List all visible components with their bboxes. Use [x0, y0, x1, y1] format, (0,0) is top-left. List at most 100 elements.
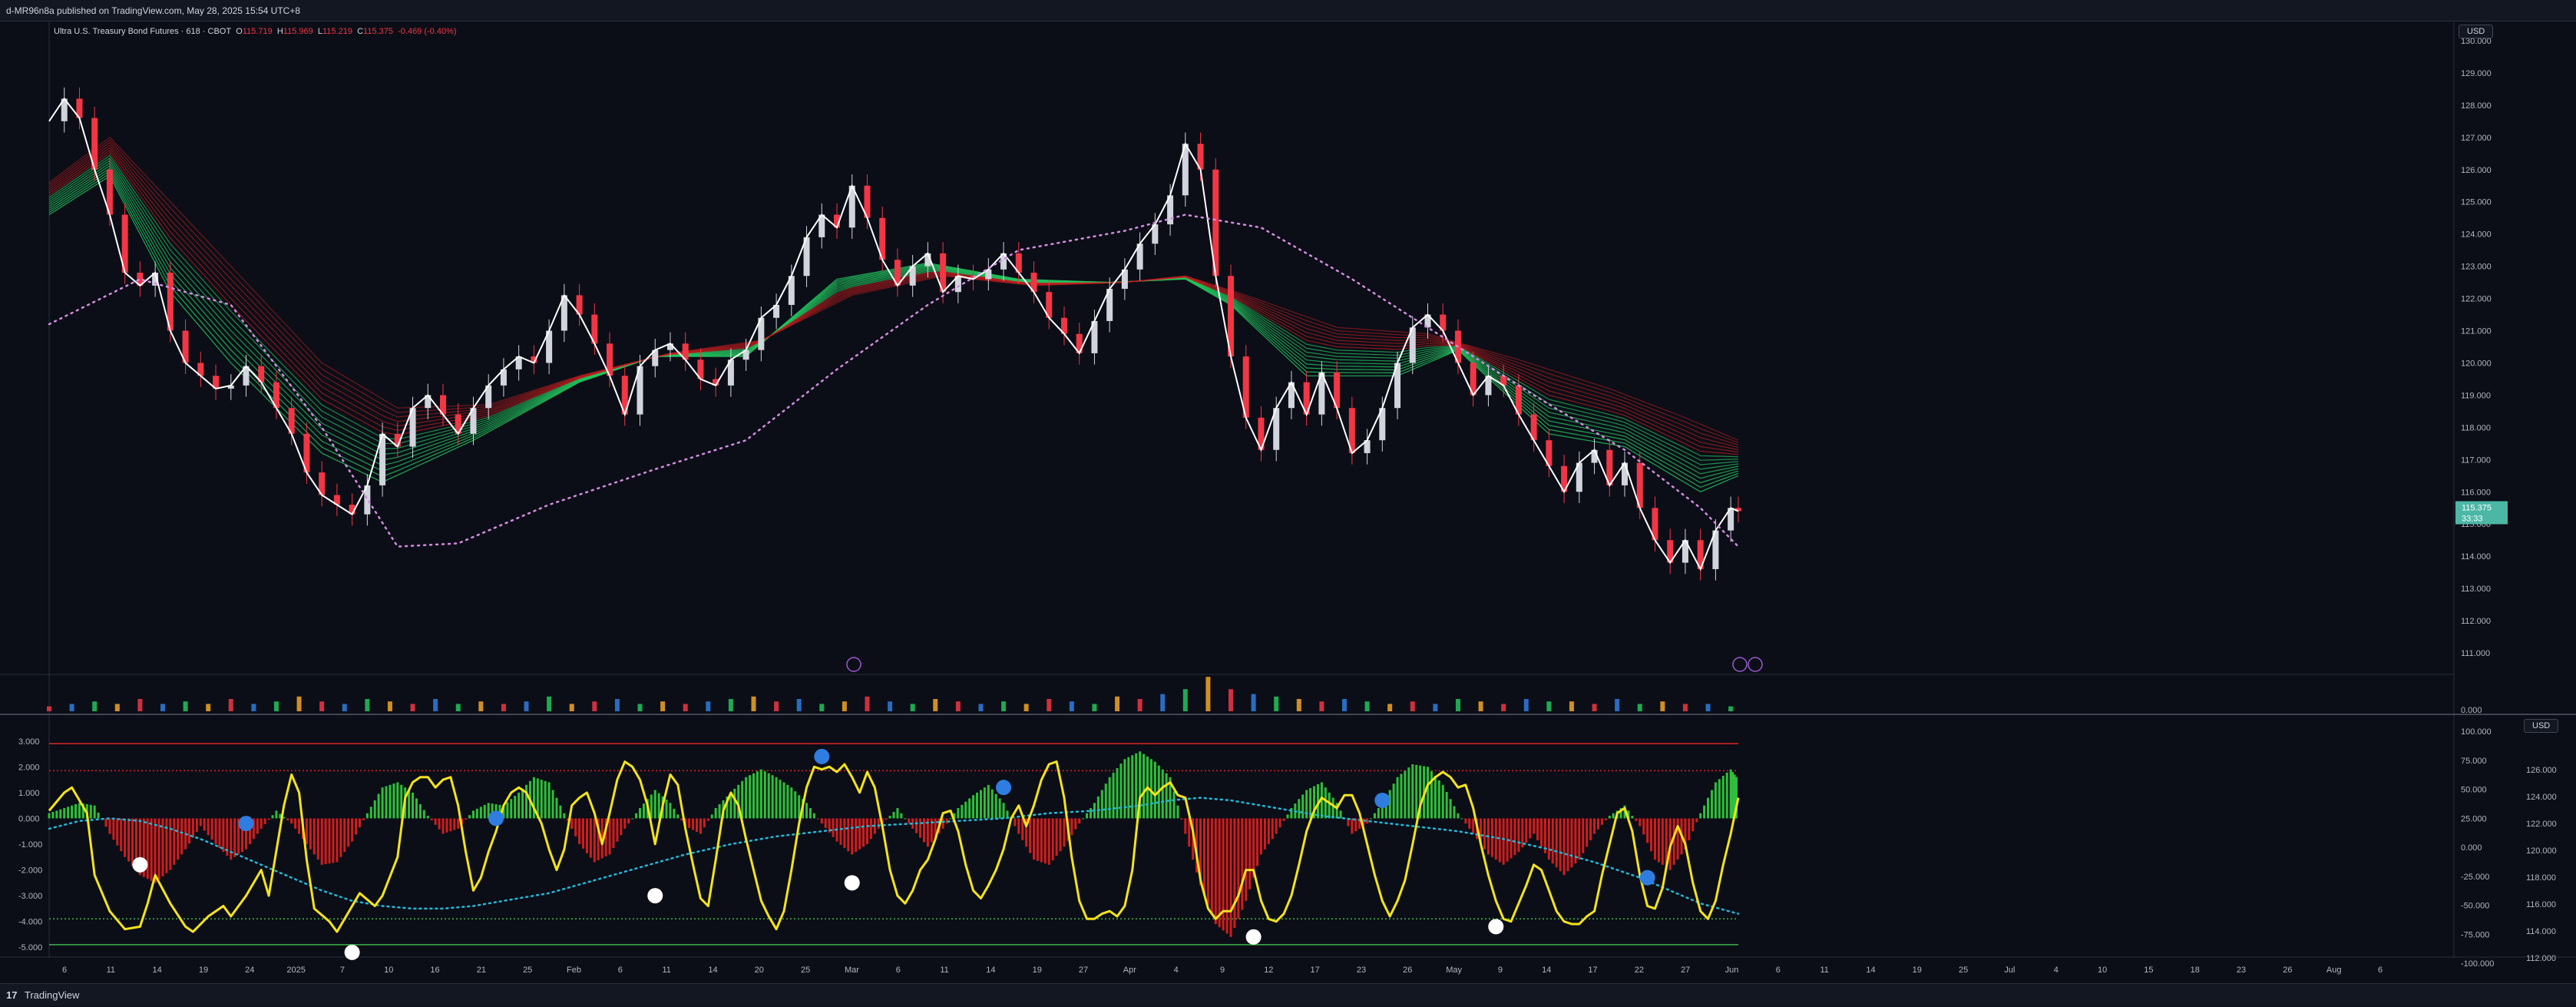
- candle-body: [666, 343, 673, 350]
- osc-histogram-bar: [786, 784, 789, 819]
- candle-body: [924, 253, 931, 267]
- volume-bar: [433, 699, 438, 711]
- candle-body: [1728, 508, 1734, 531]
- osc-histogram-bar: [1313, 786, 1316, 819]
- osc-histogram-bar: [392, 783, 395, 819]
- open-label: O: [236, 27, 243, 36]
- osc-histogram-bar: [1612, 813, 1615, 819]
- price-axis-tick: 130.000: [2461, 37, 2492, 46]
- volume-bar: [1001, 701, 1007, 711]
- low-value: 115.219: [322, 27, 352, 36]
- osc-histogram-bar: [544, 780, 547, 819]
- osc-histogram-bar: [885, 818, 888, 820]
- osc-histogram-bar: [362, 818, 365, 820]
- osc-histogram-bar: [858, 818, 861, 850]
- volume-bar: [774, 701, 779, 711]
- currency-button-top[interactable]: USD: [2459, 25, 2494, 38]
- osc-histogram-bar: [904, 818, 907, 820]
- osc-histogram-bar: [1539, 818, 1543, 847]
- candle-body: [848, 185, 855, 228]
- osc-histogram-bar: [294, 818, 297, 829]
- candle-body: [1424, 314, 1431, 328]
- osc-histogram-bar: [1396, 777, 1399, 819]
- osc-histogram-bar: [1437, 780, 1440, 819]
- osc-histogram-bar: [441, 818, 445, 834]
- candle-body: [1712, 530, 1719, 569]
- osc-histogram-bar: [1578, 818, 1581, 860]
- candle-body: [1546, 440, 1553, 466]
- osc-histogram-bar: [1184, 818, 1187, 834]
- candle-body: [1182, 144, 1189, 196]
- osc-histogram-bar: [1112, 772, 1115, 819]
- osc-histogram-bar: [1017, 818, 1020, 834]
- time-axis-tick: 22: [1635, 966, 1644, 975]
- osc-histogram-bar: [97, 812, 100, 819]
- osc-histogram-bar: [1104, 783, 1107, 819]
- osc-histogram-bar: [828, 818, 831, 833]
- osc-histogram-bar: [131, 818, 134, 866]
- osc-histogram-bar: [604, 818, 607, 856]
- osc-histogram-bar: [502, 805, 505, 819]
- chart-svg[interactable]: 130.000 129.000 128.000 127.000 126.000 125.0…: [0, 22, 2576, 983]
- osc-histogram-bar: [1646, 818, 1649, 843]
- price-close-line: [48, 97, 1739, 571]
- currency-button-bottom[interactable]: USD: [2524, 719, 2559, 733]
- osc-histogram-bar: [1529, 818, 1532, 839]
- chart-area[interactable]: 130.000 129.000 128.000 127.000 126.000 125.0…: [0, 22, 2576, 983]
- time-axis-tick: Aug: [2326, 966, 2342, 975]
- time-axis-tick: 4: [1174, 966, 1179, 975]
- osc-histogram-bar: [71, 805, 74, 819]
- osc-histogram-bar: [620, 818, 623, 836]
- osc-histogram-bar: [1245, 818, 1248, 901]
- osc-histogram-bar: [1415, 764, 1418, 819]
- osc-histogram-bar: [1051, 818, 1054, 860]
- osc-histogram-bar: [650, 794, 653, 819]
- osc-histogram-bar: [843, 818, 846, 849]
- osc-histogram-bar: [1457, 813, 1460, 819]
- osc-histogram-bar: [267, 818, 270, 820]
- osc-histogram-bar: [1604, 818, 1607, 820]
- price-axis-tick: 120.000: [2461, 359, 2492, 368]
- price-axis-tick: 111.000: [2461, 649, 2490, 658]
- volume-bar: [478, 701, 484, 711]
- osc-histogram-bar: [491, 803, 494, 819]
- tradingview-logo-icon[interactable]: 17: [6, 989, 18, 1001]
- osc-histogram-bar: [749, 775, 752, 819]
- osc-histogram-bar: [900, 813, 903, 819]
- candle-body: [1303, 382, 1310, 415]
- osc-histogram-bar: [1453, 806, 1456, 819]
- time-axis-tick: 27: [1079, 966, 1088, 975]
- osc-histogram-bar: [627, 818, 630, 824]
- time-axis-tick: Apr: [1123, 966, 1136, 975]
- osc-histogram-bar: [1127, 757, 1130, 819]
- osc-histogram-bar: [1521, 818, 1524, 848]
- osc-histogram-bar: [218, 818, 221, 849]
- brand-name[interactable]: TradingView: [24, 989, 80, 1001]
- osc-histogram-bar: [1392, 783, 1395, 819]
- osc-histogram-bar: [1143, 754, 1146, 819]
- volume-bar: [819, 704, 825, 711]
- candle-body: [349, 505, 355, 515]
- osc-left-tick: -4.000: [18, 918, 42, 927]
- candle-body: [1470, 363, 1476, 396]
- osc-histogram-bar: [612, 818, 615, 849]
- osc-histogram-bar: [1286, 814, 1289, 819]
- time-axis-tick: 16: [430, 966, 439, 975]
- volume-bar: [1433, 704, 1438, 711]
- osc-histogram-bar: [445, 818, 448, 833]
- osc-histogram-bar: [1033, 818, 1036, 860]
- osc-histogram-bar: [1695, 818, 1698, 823]
- time-axis-tick: 6: [62, 966, 67, 975]
- osc-histogram-bar: [1059, 818, 1062, 852]
- osc-histogram-bar: [369, 807, 372, 819]
- time-axis-tick: 11: [940, 966, 948, 975]
- time-axis-tick: 10: [2098, 966, 2107, 975]
- osc-histogram-bar: [726, 796, 729, 819]
- osc-histogram-bar: [1229, 818, 1232, 937]
- osc-left-tick: 2.000: [18, 763, 40, 772]
- osc-histogram-bar: [1218, 818, 1221, 928]
- candle-body: [1076, 333, 1083, 353]
- osc-histogram-bar: [1366, 818, 1369, 824]
- volume-bar: [342, 704, 347, 711]
- low-label: L: [317, 27, 322, 36]
